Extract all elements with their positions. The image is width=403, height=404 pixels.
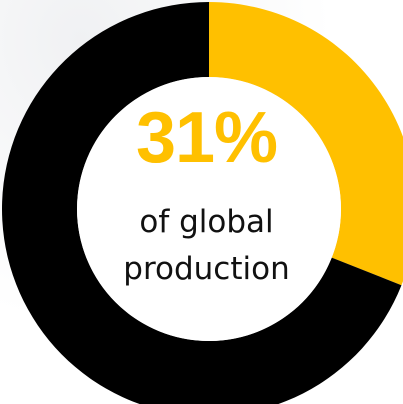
donut-hole — [77, 77, 341, 341]
donut-slice-1 — [209, 2, 403, 286]
